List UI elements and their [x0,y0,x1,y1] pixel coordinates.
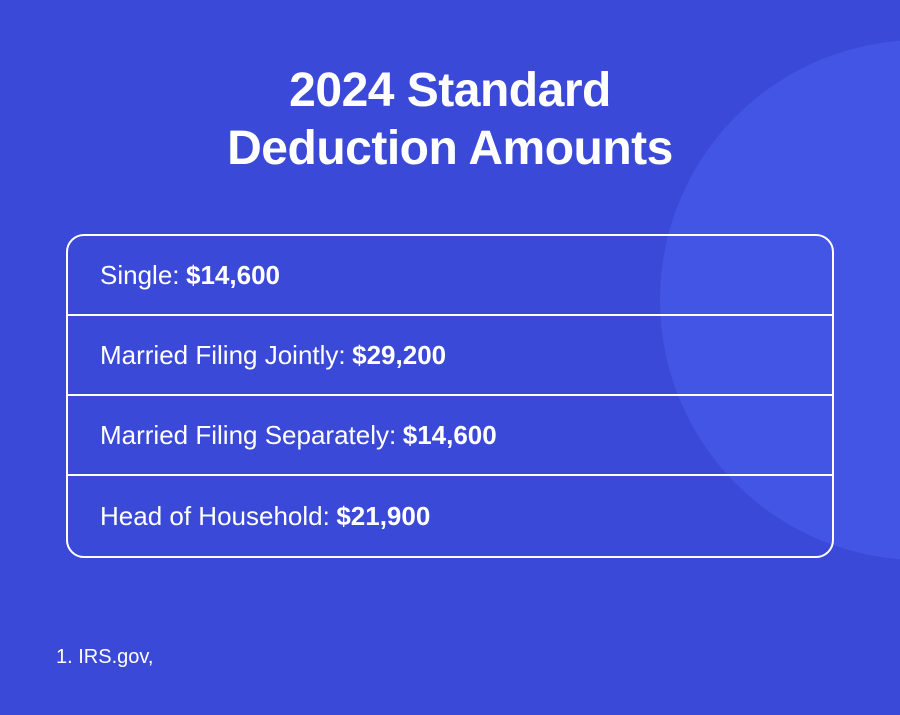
infographic-canvas: 2024 Standard Deduction Amounts Single:$… [0,0,900,715]
row-amount: $29,200 [352,340,446,371]
table-row: Single:$14,600 [68,236,832,316]
row-label: Married Filing Separately: [100,420,396,451]
deduction-table: Single:$14,600Married Filing Jointly:$29… [66,234,834,558]
source-footnote: 1. IRS.gov, [56,646,153,669]
title-line-1: 2024 Standard [289,64,611,117]
table-row: Married Filing Jointly:$29,200 [68,316,832,396]
row-amount: $14,600 [186,260,280,291]
row-label: Married Filing Jointly: [100,340,346,371]
table-row: Married Filing Separately:$14,600 [68,396,832,476]
title-line-2: Deduction Amounts [227,122,673,175]
table-row: Head of Household:$21,900 [68,476,832,556]
row-label: Single: [100,260,180,291]
row-amount: $21,900 [336,501,430,532]
page-title: 2024 Standard Deduction Amounts [0,62,900,177]
row-amount: $14,600 [403,420,497,451]
row-label: Head of Household: [100,501,330,532]
